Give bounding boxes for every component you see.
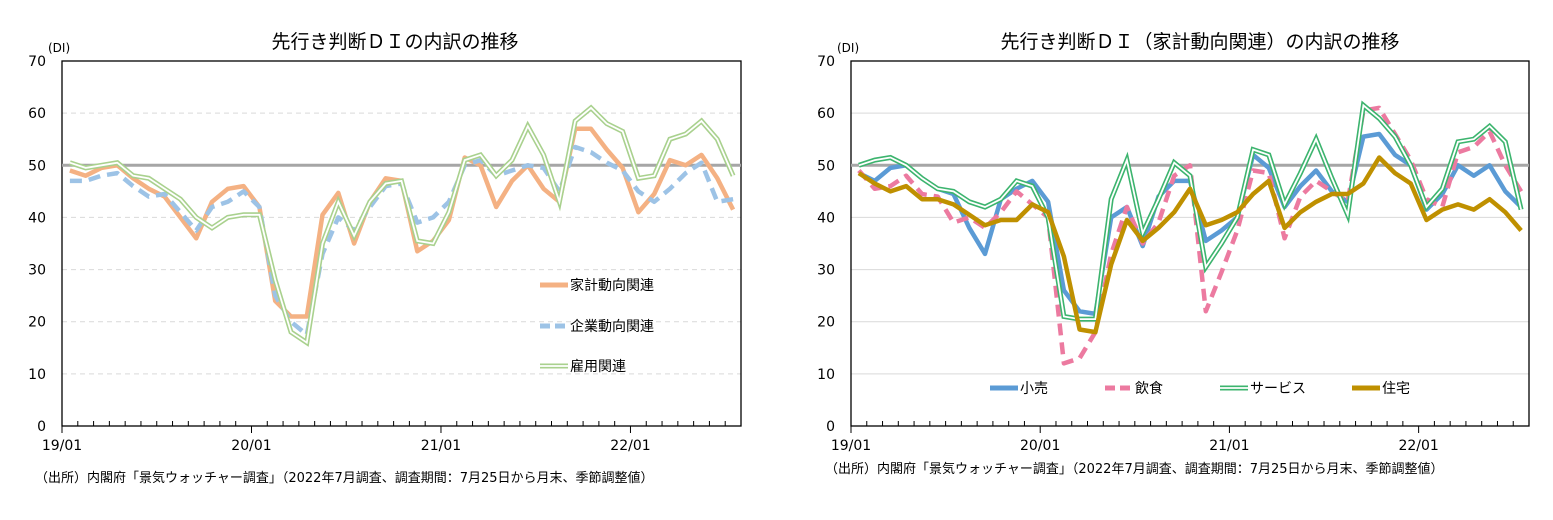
y-tick-label: 60	[28, 106, 46, 122]
series-2	[857, 105, 1524, 366]
chart-household-di: 先行き判断ＤＩ（家計動向関連）の内訳の推移 (DI) （出所）内閣府「景気ウォッ…	[817, 31, 1530, 477]
y-tick-label: 10	[28, 367, 46, 383]
series-line	[69, 144, 734, 338]
series-line	[857, 131, 1523, 317]
plot-frame	[850, 60, 1530, 427]
series-line-inner	[69, 106, 734, 345]
legend-label: 雇用関連	[570, 358, 626, 375]
legend-label: 企業動向関連	[570, 318, 654, 335]
legend-label: サービス	[1250, 381, 1306, 397]
x-tick-label: 20/01	[231, 438, 271, 454]
chart-title: 先行き判断ＤＩの内訳の推移	[271, 31, 518, 53]
y-tick-label: 70	[28, 54, 46, 70]
series-line	[857, 155, 1523, 335]
y-unit-label: (DI)	[48, 41, 70, 55]
legend-item: 企業動向関連	[540, 318, 654, 335]
y-tick-label: 60	[817, 106, 835, 122]
source-note: （出所）内閣府「景気ウォッチャー調査」（2022年7月調査、調査期間：7月25日…	[825, 461, 1444, 477]
x-tick-label: 21/01	[1209, 438, 1249, 454]
series-line-outer	[69, 104, 736, 347]
legend-item: 飲食	[1105, 380, 1163, 397]
x-tick-label: 19/01	[831, 438, 871, 454]
plot-frame	[61, 60, 742, 427]
x-tick-label: 20/01	[1020, 438, 1060, 454]
y-tick-label: 20	[28, 315, 46, 331]
y-tick-label: 0	[826, 419, 835, 435]
legend-item: 雇用関連	[540, 358, 626, 375]
source-note: （出所）内閣府「景気ウォッチャー調査」（2022年7月調査、調査期間：7月25日…	[35, 470, 654, 486]
y-tick-label: 30	[28, 263, 46, 279]
legend-label: 住宅	[1382, 381, 1410, 397]
y-tick-label: 10	[817, 367, 835, 383]
series-1	[857, 131, 1523, 317]
legend-item: サービス	[1220, 381, 1306, 397]
y-tick-label: 50	[28, 158, 46, 174]
legend-label: 小売	[1020, 381, 1048, 397]
y-tick-label: 20	[817, 315, 835, 331]
y-tick-label: 0	[37, 419, 46, 435]
series-line	[857, 105, 1524, 366]
legend-item: 小売	[990, 381, 1048, 397]
legend-item: 住宅	[1352, 381, 1410, 397]
legend-label: 家計動向関連	[570, 277, 654, 294]
chart-overall-di: 先行き判断ＤＩの内訳の推移 (DI) （出所）内閣府「景気ウォッチャー調査」（2…	[28, 31, 742, 486]
y-tick-label: 70	[817, 54, 835, 70]
chart-title: 先行き判断ＤＩ（家計動向関連）の内訳の推移	[1000, 31, 1399, 53]
x-tick-label: 19/01	[42, 438, 82, 454]
series-3	[858, 100, 1524, 322]
y-tick-label: 40	[28, 210, 46, 226]
legend-item: 家計動向関連	[540, 277, 654, 294]
series-4	[857, 155, 1523, 335]
y-unit-label: (DI)	[837, 41, 859, 55]
x-tick-label: 22/01	[610, 438, 650, 454]
x-tick-label: 22/01	[1398, 438, 1438, 454]
x-tick-label: 21/01	[421, 438, 461, 454]
legend-label: 飲食	[1135, 380, 1163, 397]
series-line-inner	[858, 103, 1522, 321]
series-2	[69, 144, 734, 338]
y-tick-label: 40	[817, 210, 835, 226]
y-tick-label: 30	[817, 263, 835, 279]
y-tick-label: 50	[817, 158, 835, 174]
series-3	[69, 104, 736, 347]
